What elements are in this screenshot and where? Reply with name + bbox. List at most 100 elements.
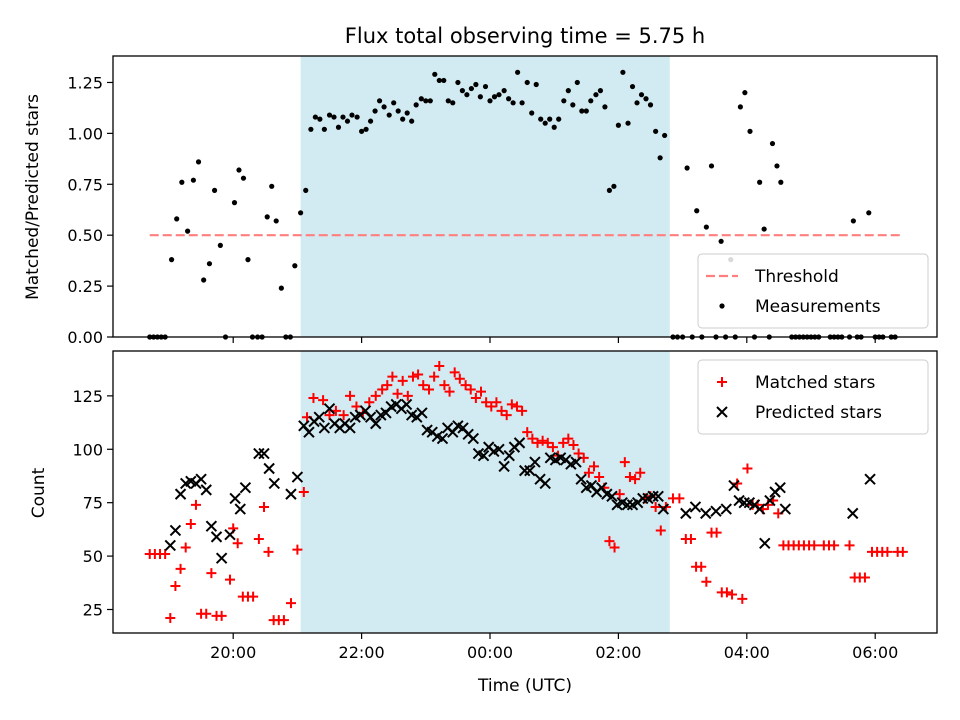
data-point: [487, 98, 493, 104]
data-point: [615, 122, 622, 128]
data-point: [737, 593, 748, 604]
data-point: [278, 615, 289, 626]
x-tick-label: 20:00: [210, 643, 256, 662]
data-point: [701, 576, 712, 587]
data-point: [264, 214, 270, 220]
data-point: [234, 503, 246, 515]
data-point: [240, 175, 247, 181]
data-point: [700, 507, 712, 520]
data-point: [323, 402, 336, 415]
data-point: [742, 90, 748, 96]
data-point: [593, 92, 599, 98]
data-point: [728, 479, 740, 492]
data-point: [449, 367, 460, 378]
data-point: [195, 473, 207, 485]
data-point: [844, 540, 855, 551]
data-point: [506, 96, 512, 102]
data-point: [575, 473, 587, 485]
data-point: [579, 108, 585, 114]
data-point: [493, 443, 505, 455]
data-point: [180, 542, 191, 553]
y-tick-label: 1.00: [67, 124, 103, 143]
data-point: [774, 482, 786, 494]
data-point: [625, 120, 631, 126]
data-point: [436, 77, 442, 84]
data-point: [236, 167, 242, 173]
data-point: [195, 159, 202, 165]
figure-title: Flux total observing time = 5.75 h: [345, 24, 705, 48]
data-point: [630, 474, 641, 485]
data-point: [570, 102, 576, 108]
data-point: [436, 432, 449, 445]
data-point: [170, 581, 181, 591]
data-point: [245, 257, 251, 263]
data-point: [882, 546, 893, 557]
data-point: [602, 104, 608, 110]
data-point: [809, 540, 820, 551]
data-point: [291, 471, 304, 483]
data-point: [312, 114, 318, 120]
data-point: [529, 456, 541, 468]
data-point: [200, 484, 212, 496]
data-point: [217, 242, 223, 248]
data-point: [432, 71, 438, 77]
axes-frame: [112, 55, 938, 338]
data-point: [205, 520, 218, 532]
data-point: [444, 386, 455, 397]
x-tick-label: 00:00: [467, 643, 513, 662]
data-point: [423, 98, 429, 104]
x-tick-label: 06:00: [852, 643, 898, 662]
data-point: [292, 544, 303, 555]
data-point: [386, 112, 392, 118]
data-point: [588, 98, 594, 104]
data-point: [518, 464, 531, 477]
data-point: [400, 398, 413, 411]
data-point: [231, 200, 238, 206]
data-point: [216, 610, 227, 621]
data-point: [397, 375, 408, 386]
y-tick-label: 75: [83, 494, 103, 513]
data-point: [634, 100, 640, 106]
legend: Matched stars Predicted stars: [697, 359, 929, 435]
data-point: [201, 608, 212, 619]
legend-label: Threshold: [754, 267, 839, 287]
data-point: [486, 401, 497, 412]
data-point: [619, 457, 630, 468]
data-point: [563, 433, 574, 444]
data-point: [647, 490, 659, 502]
data-point: [650, 501, 661, 512]
data-point: [568, 440, 579, 450]
y-tick-label: 0.00: [67, 328, 103, 347]
series-plus-0: [144, 360, 908, 626]
data-point: [224, 529, 236, 541]
series-x-1: [164, 398, 876, 564]
data-point: [657, 503, 670, 515]
data-point: [708, 163, 715, 169]
data-point: [465, 384, 476, 395]
data-point: [774, 163, 780, 169]
data-point: [370, 417, 382, 430]
data-point: [513, 437, 526, 449]
data-point: [263, 462, 275, 475]
data-point: [778, 179, 784, 185]
data-point: [643, 96, 649, 102]
data-point: [604, 536, 615, 547]
data-point: [391, 100, 397, 106]
data-point: [318, 422, 331, 434]
legend-box: [697, 253, 929, 329]
y-tick-label: 100: [72, 440, 103, 459]
data-point: [344, 118, 351, 124]
legend-label: Measurements: [755, 297, 881, 317]
data-point: [647, 102, 654, 108]
data-point: [363, 126, 369, 132]
bottom-y-axis-label: Count: [29, 467, 49, 518]
data-point: [850, 218, 856, 224]
data-point: [635, 467, 646, 478]
data-point: [637, 492, 649, 505]
data-point: [680, 507, 692, 520]
data-point: [621, 499, 634, 511]
data-point: [662, 132, 668, 139]
data-point: [459, 88, 465, 94]
data-point: [864, 473, 876, 485]
data-point: [519, 100, 525, 106]
